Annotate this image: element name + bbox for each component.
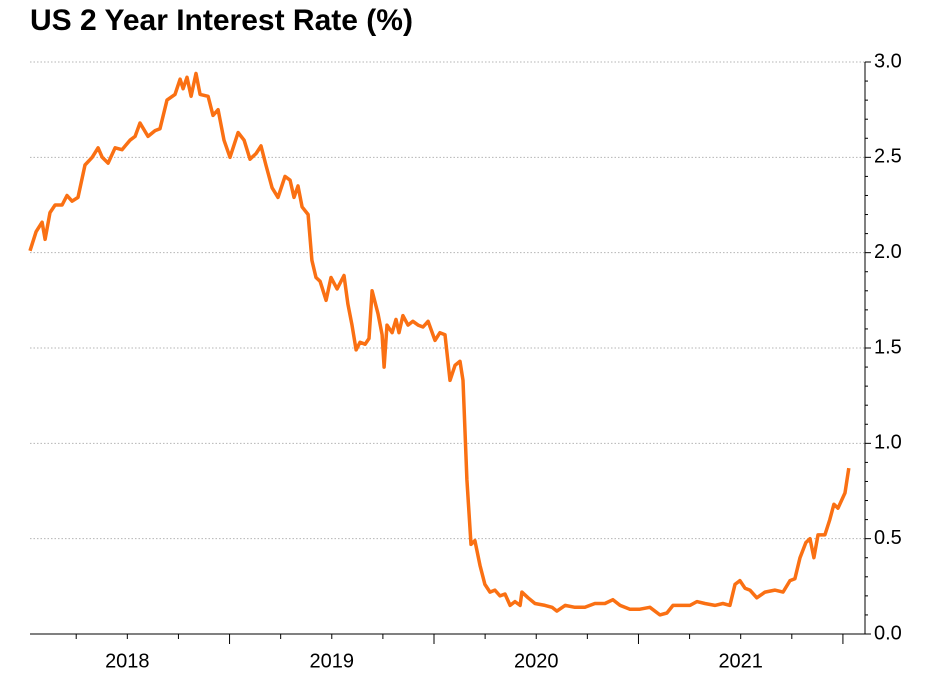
y-tick-label: 1.5 bbox=[874, 336, 902, 358]
x-tick-label: 2019 bbox=[310, 650, 355, 672]
chart-title: US 2 Year Interest Rate (%) bbox=[30, 4, 413, 37]
y-tick-label: 0.0 bbox=[874, 622, 902, 644]
y-tick-label: 1.0 bbox=[874, 432, 902, 454]
data-line bbox=[28, 71, 851, 617]
y-tick-label: 2.5 bbox=[874, 146, 902, 168]
x-tick-label: 2020 bbox=[514, 650, 559, 672]
x-tick-label: 2018 bbox=[105, 650, 150, 672]
y-tick-label: 0.5 bbox=[874, 527, 902, 549]
y-tick-label: 3.0 bbox=[874, 50, 902, 72]
y-tick-label: 2.0 bbox=[874, 241, 902, 263]
x-tick-label: 2021 bbox=[718, 650, 763, 672]
